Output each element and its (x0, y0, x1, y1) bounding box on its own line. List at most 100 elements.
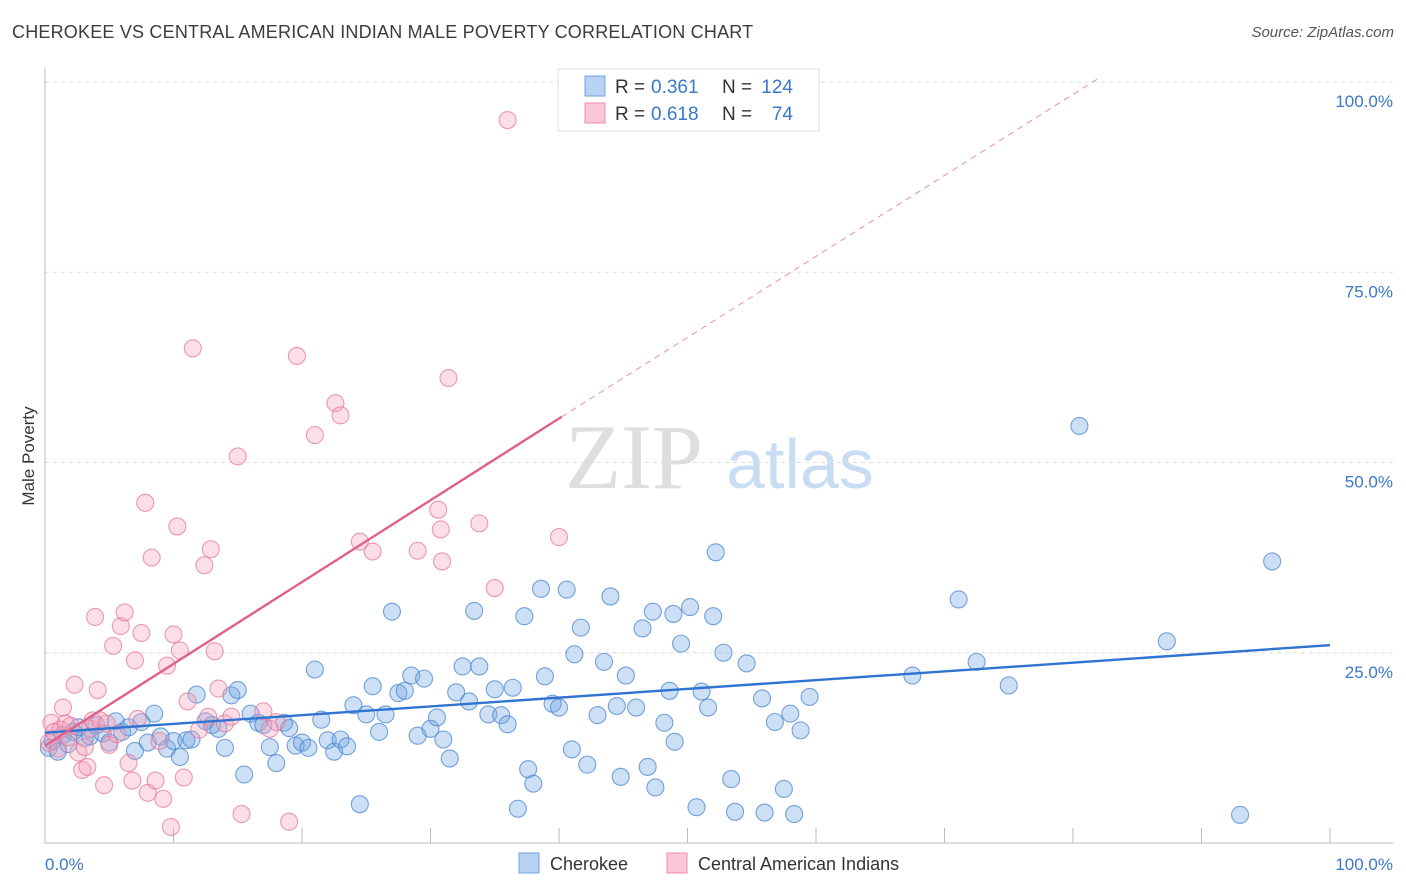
data-point-cherokee (145, 704, 164, 723)
data-point-cherokee (363, 677, 382, 696)
data-point-cherokee (681, 598, 700, 617)
data-point-cherokee (434, 730, 453, 749)
chart-title: CHEROKEE VS CENTRAL AMERICAN INDIAN MALE… (12, 22, 754, 42)
legend-top-r-label: R = (615, 104, 645, 125)
data-point-central-american (111, 617, 130, 636)
data-point-central-american (168, 517, 187, 536)
data-point-cherokee (607, 696, 626, 716)
data-point-central-american (78, 757, 97, 776)
data-point-cherokee (737, 654, 756, 673)
data-point-cherokee (524, 774, 543, 793)
data-point-cherokee (492, 706, 511, 725)
data-point-central-american (439, 368, 458, 388)
data-point-central-american (485, 579, 504, 598)
x-tick-label-max: 100.0% (1335, 855, 1393, 874)
data-point-central-american (498, 111, 517, 130)
data-point-cherokee (785, 805, 804, 824)
trend-line-extension-central-american (561, 77, 1099, 418)
data-point-cherokee (382, 602, 402, 621)
data-point-cherokee (465, 601, 484, 620)
x-tick-label-min: 0.0% (45, 855, 84, 874)
data-point-cherokee (588, 706, 607, 725)
y-tick-label: 50.0% (1345, 473, 1393, 492)
data-point-cherokee (267, 754, 286, 773)
data-point-cherokee (1070, 416, 1089, 436)
data-point-cherokee (755, 803, 774, 822)
y-tick-label: 100.0% (1335, 92, 1393, 111)
watermark-atlas: atlas (726, 425, 874, 503)
legend-bottom: Cherokee Central American Indians (518, 852, 899, 874)
data-point-central-american (123, 771, 142, 790)
data-point-central-american (305, 426, 324, 445)
data-point-cherokee (215, 738, 234, 757)
data-point-central-american (201, 540, 220, 559)
data-point-central-american (431, 520, 450, 539)
data-point-central-american (183, 339, 202, 358)
data-point-cherokee (187, 685, 206, 704)
data-point-cherokee (260, 738, 279, 757)
data-point-central-american (549, 528, 569, 547)
data-point-cherokee (791, 721, 810, 740)
data-point-cherokee (415, 669, 434, 688)
data-point-cherokee (421, 719, 440, 738)
data-point-cherokee (571, 618, 590, 637)
data-point-cherokee (427, 708, 446, 727)
data-point-central-american (107, 725, 127, 744)
data-point-central-american (73, 760, 92, 779)
data-point-central-american (75, 738, 94, 757)
data-point-cherokee (519, 760, 538, 779)
data-point-central-american (174, 768, 193, 787)
data-point-cherokee (515, 607, 534, 626)
data-point-central-american (119, 754, 138, 773)
legend-bottom-label-central-american: Central American Indians (698, 854, 899, 874)
data-point-central-american (65, 675, 84, 694)
data-point-cherokee (774, 779, 793, 799)
data-point-central-american (125, 651, 144, 670)
data-point-central-american (470, 514, 489, 533)
data-point-cherokee (633, 619, 652, 638)
data-point-central-american (228, 447, 247, 466)
legend-top-row-central-american: R = 0.618 N = 74 (584, 102, 793, 125)
gridlines (45, 81, 1393, 654)
data-point-cherokee (447, 683, 466, 702)
data-point-cherokee (357, 705, 376, 724)
y-axis-title: Male Poverty (19, 406, 38, 506)
data-point-central-american (95, 776, 114, 795)
data-point-cherokee (312, 710, 331, 729)
data-point-cherokee (665, 732, 684, 751)
data-point-central-american (260, 719, 279, 738)
data-point-central-american (136, 493, 155, 512)
data-point-cherokee (714, 643, 733, 662)
data-point-cherokee (337, 737, 357, 756)
legend-top: R = 0.361 N = 124 R = 0.618 N = 74 (557, 68, 820, 132)
y-tick-label: 75.0% (1345, 282, 1393, 301)
data-point-central-american (88, 680, 107, 700)
data-point-central-american (350, 532, 369, 551)
data-point-cherokee (578, 755, 597, 774)
x-tick-marks (173, 828, 1331, 843)
data-point-central-american (164, 625, 183, 644)
data-point-central-american (433, 552, 452, 571)
data-point-cherokee (594, 652, 614, 671)
legend-top-n-label: N = (722, 104, 752, 125)
data-point-cherokee (672, 634, 691, 653)
data-point-central-american (209, 679, 228, 698)
legend-bottom-item-central-american: Central American Indians (666, 852, 899, 874)
data-point-cherokee (903, 666, 922, 685)
legend-bottom-label-cherokee: Cherokee (550, 854, 628, 874)
data-point-cherokee (531, 579, 551, 598)
data-point-cherokee (459, 692, 479, 711)
data-point-cherokee (611, 767, 630, 786)
data-point-cherokee (440, 749, 459, 768)
data-point-cherokee (601, 587, 620, 606)
data-point-cherokee (350, 795, 369, 814)
data-point-cherokee (562, 740, 581, 759)
legend-top-r-label: R = (615, 77, 645, 98)
data-point-central-american (53, 698, 73, 717)
legend-top-swatch-cherokee (584, 75, 606, 97)
data-point-cherokee (164, 731, 183, 751)
source-label: Source: ZipAtlas.com (1251, 24, 1394, 41)
data-point-central-american (104, 636, 123, 655)
data-point-cherokee (1263, 552, 1282, 571)
